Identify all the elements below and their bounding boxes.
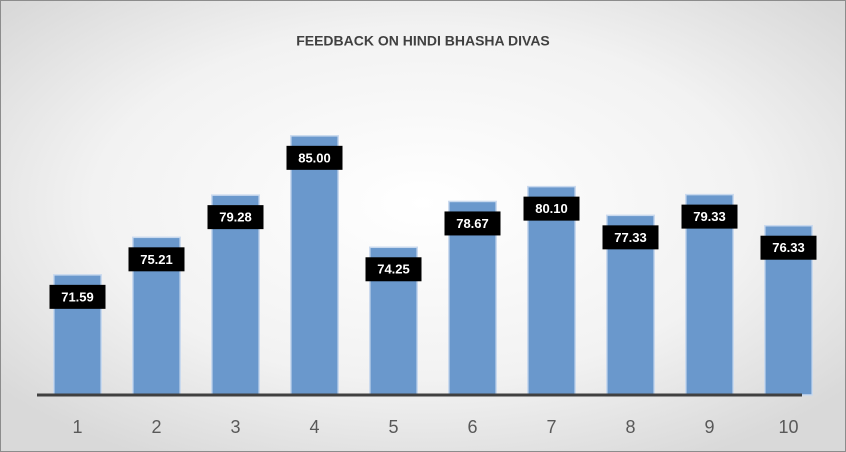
data-label: 71.59 (61, 289, 94, 304)
data-label-box (286, 145, 343, 170)
data-label: 76.33 (772, 240, 805, 255)
x-tick-label: 10 (778, 417, 798, 437)
data-label-box (760, 235, 817, 260)
data-label: 78.67 (456, 216, 489, 231)
data-label-box (681, 204, 738, 229)
bar (527, 185, 576, 396)
x-tick-label: 1 (72, 417, 82, 437)
x-tick-label: 6 (467, 417, 477, 437)
x-tick-label: 2 (151, 417, 161, 437)
data-label: 77.33 (614, 230, 647, 245)
chart-title: FEEDBACK ON HINDI BHASHA DIVAS (296, 33, 550, 49)
data-label-box (128, 247, 185, 272)
data-label: 85.00 (298, 150, 331, 165)
data-label-box (523, 196, 580, 221)
data-label-box (602, 225, 659, 250)
data-label: 74.25 (377, 262, 410, 277)
data-label: 79.33 (693, 209, 726, 224)
data-label: 75.21 (140, 252, 173, 267)
x-tick-label: 7 (546, 417, 556, 437)
data-label-box (207, 205, 264, 230)
data-label: 80.10 (535, 201, 568, 216)
data-label-box (49, 284, 106, 309)
data-label: 79.28 (219, 210, 252, 225)
x-tick-label: 9 (704, 417, 714, 437)
x-tick-label: 4 (309, 417, 319, 437)
x-tick-label: 8 (625, 417, 635, 437)
data-label-box (444, 211, 501, 236)
bar (290, 135, 339, 396)
x-tick-label: 5 (388, 417, 398, 437)
data-label-box (365, 257, 422, 282)
x-tick-label: 3 (230, 417, 240, 437)
